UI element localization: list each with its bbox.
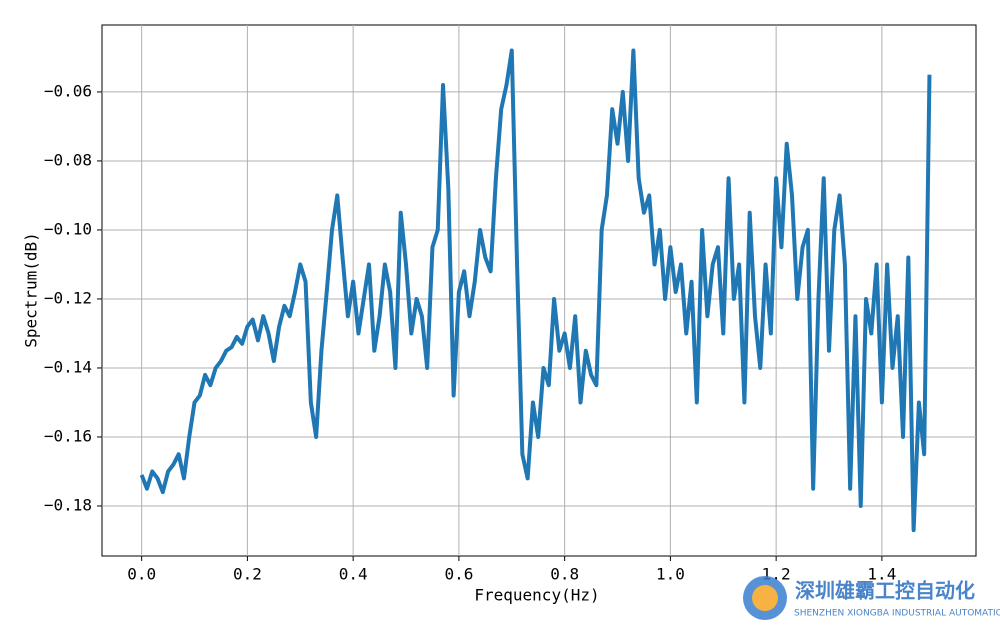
y-tick-label: −0.16 (44, 426, 92, 445)
y-tick-label: −0.08 (44, 150, 92, 169)
x-tick-label: 1.0 (656, 565, 685, 584)
x-tick-label: 0.4 (339, 565, 368, 584)
watermark-subtitle: SHENZHEN XIONGBA INDUSTRIAL AUTOMATION (794, 609, 1000, 619)
x-tick-label: 0.0 (127, 565, 156, 584)
spectrum-line (139, 48, 932, 533)
y-tick-label: −0.06 (44, 81, 92, 100)
x-tick-label: 0.8 (550, 565, 579, 584)
x-tick-label: 0.2 (233, 565, 262, 584)
y-tick-label: −0.10 (44, 219, 92, 238)
plot-frame (101, 24, 977, 557)
x-axis-label: Frequency(Hz) (474, 586, 599, 605)
y-tick-label: −0.12 (44, 288, 92, 307)
watermark-title: 深圳雄霸工控自动化 (795, 579, 975, 603)
y-tick-label: −0.14 (44, 357, 92, 376)
watermark-logo-inner (752, 585, 778, 611)
y-tick-label: −0.18 (44, 495, 92, 514)
y-axis-label: Spectrum(dB) (22, 232, 41, 348)
watermark: 深圳雄霸工控自动化 SHENZHEN XIONGBA INDUSTRIAL AU… (743, 576, 1000, 620)
x-tick-label: 0.6 (444, 565, 473, 584)
x-tick-label: 1.4 (867, 565, 896, 584)
